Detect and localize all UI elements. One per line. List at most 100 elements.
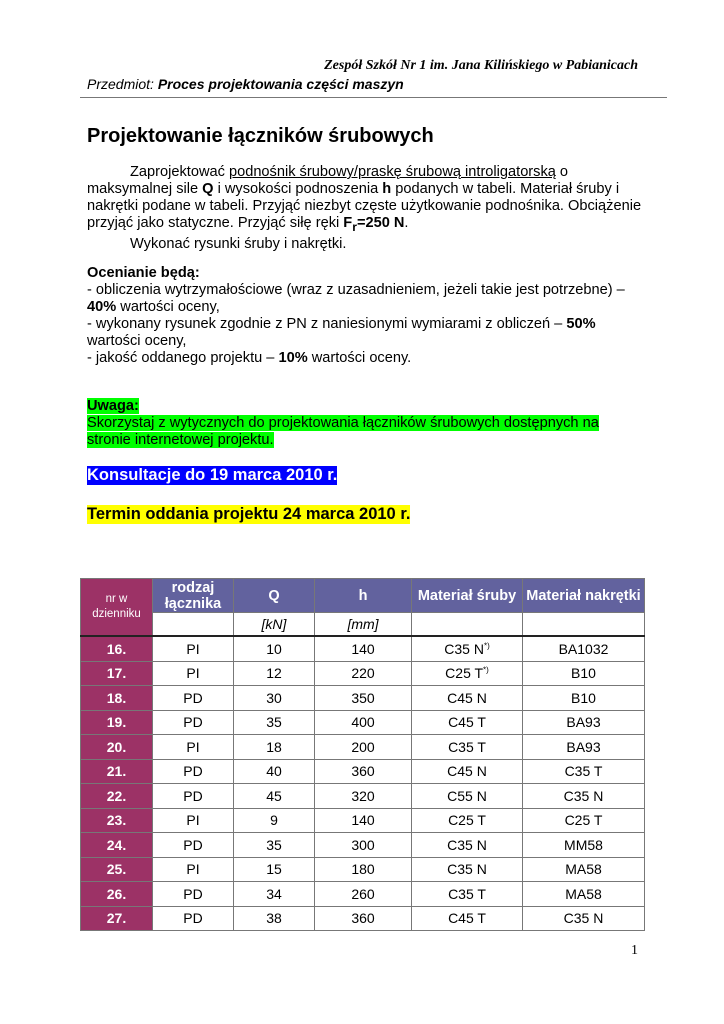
cell-text: 17.	[106, 665, 127, 682]
header-q: Q	[233, 578, 315, 613]
cell-text: C35 N	[563, 787, 604, 804]
table-row: 21. PD 40 360 C45 N C35 T	[80, 758, 645, 784]
f-subscript: r	[352, 219, 357, 234]
percent: 50%	[566, 316, 596, 332]
cell-text: 18.	[106, 689, 127, 706]
q-value: 9	[233, 807, 315, 833]
h-value: 400	[314, 709, 412, 735]
cell-text: PD	[183, 836, 203, 853]
cell-text: BA93	[566, 714, 601, 731]
bolt-material: C35 N*)	[411, 635, 523, 662]
row-number: 21.	[80, 758, 153, 784]
unit-cell	[152, 612, 234, 637]
header-divider	[80, 97, 667, 98]
cell-text: 200	[351, 738, 375, 755]
q-value: 45	[233, 783, 315, 809]
h-value: 320	[314, 783, 412, 809]
row-number: 22.	[80, 783, 153, 809]
nut-material: B10	[522, 685, 645, 711]
h-value: 180	[314, 856, 412, 882]
nut-material: MA58	[522, 856, 645, 882]
unit-cell	[411, 612, 523, 637]
table-row: 22. PD 45 320 C55 N C35 N	[80, 783, 645, 809]
nut-material: BA1032	[522, 635, 645, 662]
row-number: 23.	[80, 807, 153, 833]
cell-text: PI	[186, 861, 200, 878]
cell-text: 20.	[106, 738, 127, 755]
subject-name: Proces projektowania części maszyn	[157, 76, 404, 92]
table-row: 24. PD 35 300 C35 N MM58	[80, 832, 645, 858]
cell-text: 18	[266, 738, 282, 755]
row-number: 26.	[80, 881, 153, 907]
cell-text: 16.	[106, 640, 127, 657]
cell-text: C35 N	[563, 910, 604, 927]
table-row: 27. PD 38 360 C45 T C35 N	[80, 905, 645, 931]
cell-text: 140	[351, 640, 375, 657]
grading-section: Ocenianie będą: - obliczenia wytrzymałoś…	[87, 265, 647, 367]
cell-text: 300	[351, 836, 375, 853]
row-number: 17.	[80, 660, 153, 686]
q-value: 30	[233, 685, 315, 711]
cell-text: C55 N	[447, 787, 487, 804]
cell-text: C45 T	[448, 910, 486, 927]
document-title: Projektowanie łączników śrubowych	[87, 125, 434, 147]
cell-text: PD	[183, 714, 203, 731]
header-nut-material: Materiał nakrętki	[522, 578, 645, 613]
cell-text: 220	[351, 665, 375, 682]
cell-text: PI	[186, 812, 200, 829]
header-h: h	[314, 578, 412, 613]
row-number: 24.	[80, 832, 153, 858]
cell-text: 34	[266, 885, 282, 902]
header-type: rodzaj łącznika	[152, 578, 234, 613]
bolt-material: C35 T	[411, 881, 523, 907]
q-value: 35	[233, 832, 315, 858]
h-value: 140	[314, 807, 412, 833]
grading-heading: Ocenianie będą:	[87, 265, 200, 281]
cell-text: C25 T	[564, 812, 603, 829]
bolt-material: C35 T	[411, 734, 523, 760]
cell-text: 22.	[106, 787, 127, 804]
bolt-material: C55 N	[411, 783, 523, 809]
text: .	[404, 215, 409, 231]
cell-text: 23.	[106, 812, 127, 829]
grading-item: - obliczenia wytrzymałościowe (wraz z uz…	[87, 282, 647, 316]
table-row: 17. PI 12 220 C25 T*) B10	[80, 660, 645, 686]
cell-text: 40	[266, 763, 282, 780]
row-number: 19.	[80, 709, 153, 735]
h-symbol: h	[382, 181, 392, 197]
hand-force: Fr=250 N	[343, 215, 405, 234]
cell-text: 27.	[106, 910, 127, 927]
cell-text: 26.	[106, 885, 127, 902]
header-nr: nr w dzienniku	[80, 578, 153, 637]
h-value: 360	[314, 905, 412, 931]
q-value: 35	[233, 709, 315, 735]
school-name: Zespół Szkół Nr 1 im. Jana Kilińskiego w…	[324, 58, 638, 73]
text: wartości oceny.	[307, 350, 412, 366]
text: - wykonany rysunek zgodnie z PN z nanies…	[87, 316, 567, 332]
cell-text: 30	[266, 689, 282, 706]
header-bolt-material: Materiał śruby	[411, 578, 523, 613]
f-value: =250 N	[356, 215, 405, 231]
cell-text: 45	[266, 787, 282, 804]
cell-text: 15	[266, 861, 282, 878]
bolt-material: C35 N	[411, 832, 523, 858]
h-value: 300	[314, 832, 412, 858]
unit-cell: [kN]	[233, 612, 315, 637]
nut-material: B10	[522, 660, 645, 686]
cell-text: C35 N	[444, 640, 484, 657]
text: wartości oceny,	[87, 333, 187, 349]
q-value: 12	[233, 660, 315, 686]
consultation-date: Konsultacje do 19 marca 2010 r.	[87, 466, 338, 485]
cell-text: PD	[183, 787, 203, 804]
bolt-material: C35 N	[411, 856, 523, 882]
cell-text: 38	[266, 910, 282, 927]
nut-material: BA93	[522, 709, 645, 735]
percent: 40%	[87, 299, 117, 315]
subject-label: Przedmiot:	[87, 76, 154, 92]
row-number: 27.	[80, 905, 153, 931]
text: o maksymalnej sile	[87, 164, 569, 197]
fastener-type: PD	[152, 783, 234, 809]
note-heading: Uwaga:	[87, 398, 139, 414]
percent: 10%	[278, 350, 308, 366]
subject-line: Przedmiot: Proces projektowania części m…	[87, 76, 404, 92]
